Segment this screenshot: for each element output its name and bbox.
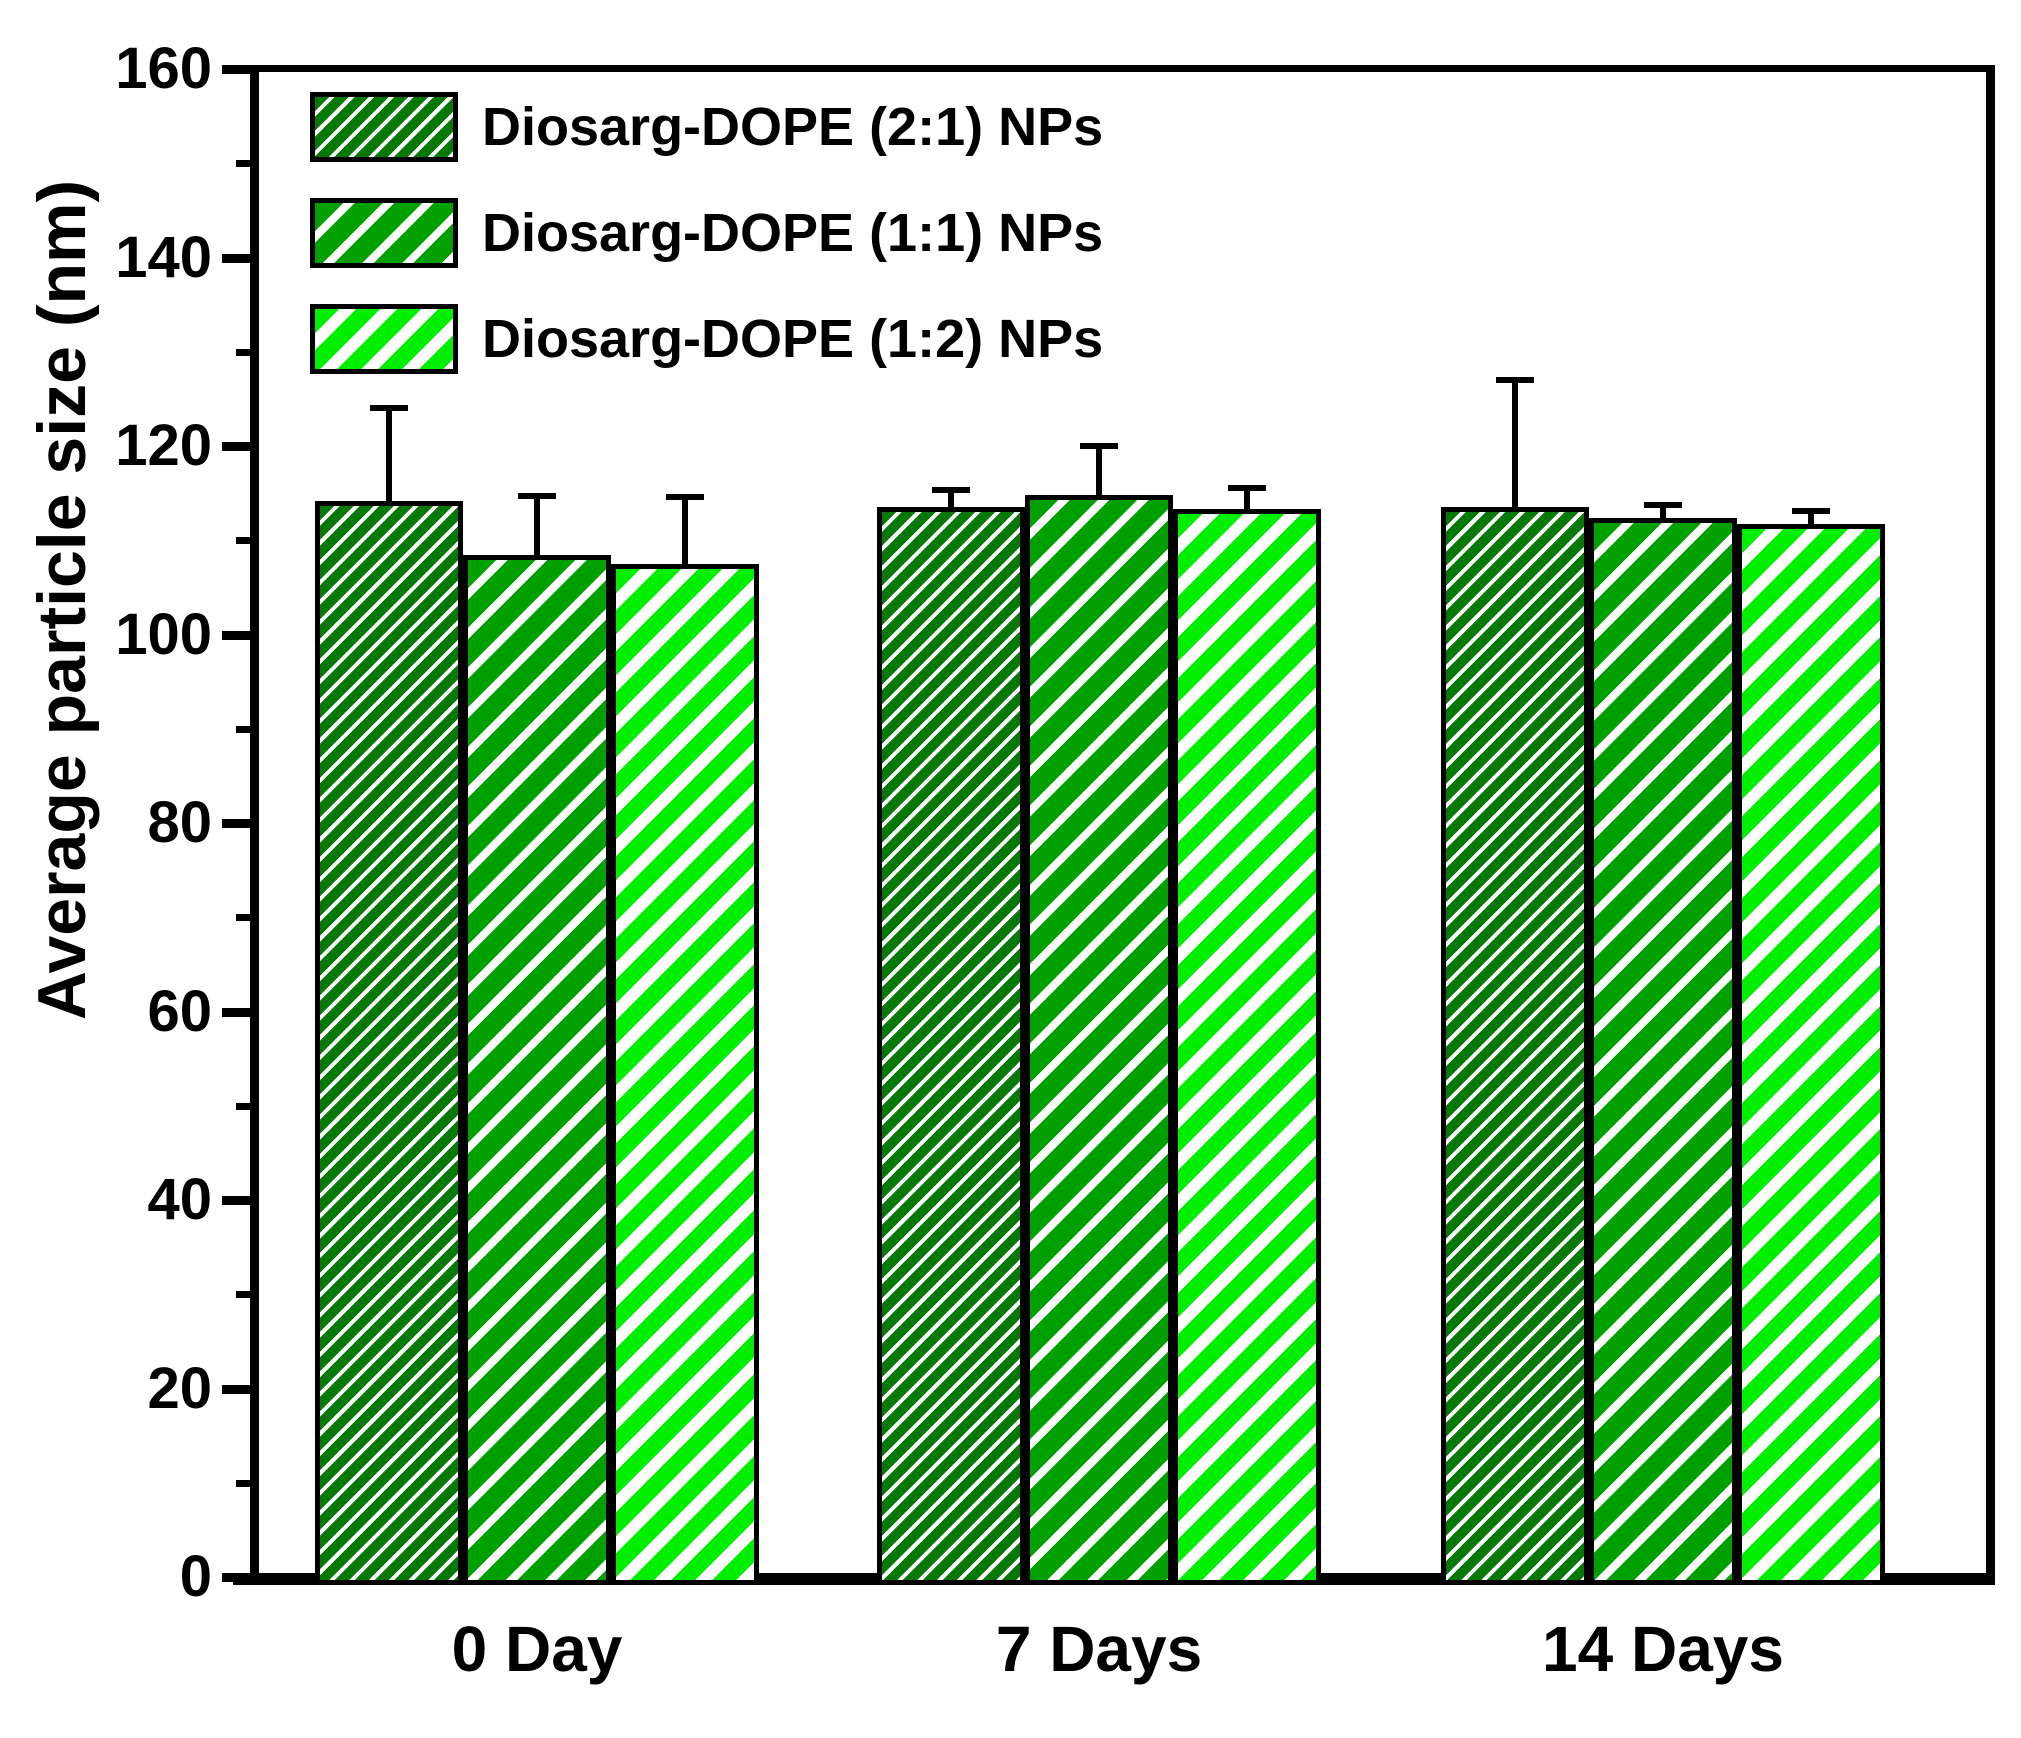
y-tick-label: 160 [115, 36, 212, 101]
bar-Diosarg-DOPE-1:1-NPs-14-Days [1589, 517, 1737, 1585]
error-bar-stem [1808, 511, 1814, 525]
y-tick-label: 0 [179, 1544, 212, 1609]
bar-Diosarg-DOPE-1:2-NPs-7-Days [1173, 509, 1321, 1585]
top-frame-line [250, 65, 1995, 72]
error-bar-stem [682, 496, 688, 564]
bar-Diosarg-DOPE-1:1-NPs-7-Days [1025, 495, 1173, 1585]
y-major-tick [222, 1573, 250, 1582]
y-minor-tick [236, 348, 250, 356]
y-tick-label: 60 [147, 978, 212, 1044]
y-major-tick [222, 253, 250, 263]
y-tick-label: 20 [147, 1355, 212, 1421]
error-bar-cap [518, 492, 556, 499]
y-tick-label: 40 [147, 1167, 212, 1232]
y-major-tick [222, 65, 250, 74]
y-major-tick [222, 1384, 250, 1394]
bar-Diosarg-DOPE-1:1-NPs-0-Day [463, 555, 611, 1585]
error-bar-stem [386, 408, 392, 501]
error-bar-cap [1644, 502, 1682, 509]
error-bar-stem [1096, 446, 1102, 495]
error-bar-cap [1080, 443, 1118, 449]
y-major-tick [222, 442, 250, 451]
error-bar-cap [932, 487, 970, 494]
error-bar-stem [1660, 505, 1666, 518]
y-minor-tick [236, 1102, 250, 1110]
y-major-tick [222, 819, 250, 828]
y-minor-tick [236, 160, 250, 168]
error-bar-cap [1792, 508, 1830, 515]
legend-label-1-2: Diosarg-DOPE (1:2) NPs [482, 309, 1104, 369]
legend-label-2-1: Diosarg-DOPE (2:1) NPs [482, 97, 1104, 157]
error-bar-cap [1228, 485, 1266, 492]
error-bar-stem [534, 495, 540, 556]
y-minor-tick [236, 725, 250, 733]
error-bar-stem [948, 490, 954, 508]
x-tick-label-0-day: 0 Day [451, 1613, 623, 1685]
x-tick-label-14-days: 14 Days [1542, 1613, 1784, 1685]
y-minor-tick [236, 1479, 250, 1487]
y-tick-label: 120 [115, 413, 212, 478]
y-minor-tick [236, 537, 250, 545]
bar-Diosarg-DOPE-2:1-NPs-14-Days [1441, 507, 1589, 1585]
y-axis-title: Average particle size (nm) [24, 179, 100, 1021]
error-bar-stem [1512, 380, 1518, 508]
bar-Diosarg-DOPE-1:2-NPs-0-Day [611, 563, 759, 1585]
error-bar-cap [1496, 377, 1534, 384]
y-major-tick [222, 1196, 250, 1205]
legend-label-1-1: Diosarg-DOPE (1:1) NPs [482, 203, 1104, 263]
y-tick-label: 140 [115, 224, 212, 290]
bar-Diosarg-DOPE-2:1-NPs-0-Day [315, 500, 463, 1585]
y-major-tick [222, 1007, 250, 1017]
legend-swatch-2-1-icon [310, 92, 458, 162]
y-tick-label: 80 [147, 790, 212, 855]
y-axis-line [250, 65, 259, 1584]
y-minor-tick [236, 1291, 250, 1299]
error-bar-cap [666, 493, 704, 500]
right-frame-line [1986, 65, 1995, 1584]
error-bar-stem [1244, 488, 1250, 510]
y-tick-label: 100 [115, 601, 212, 667]
y-minor-tick [236, 914, 250, 922]
legend-swatch-1-1-icon [310, 198, 458, 268]
error-bar-cap [370, 405, 408, 412]
y-major-tick [222, 630, 250, 640]
bar-Diosarg-DOPE-2:1-NPs-7-Days [877, 507, 1025, 1585]
x-tick-label-7-days: 7 Days [995, 1613, 1203, 1685]
legend-swatch-1-2-icon [310, 304, 458, 374]
bar-Diosarg-DOPE-1:2-NPs-14-Days [1737, 524, 1885, 1585]
